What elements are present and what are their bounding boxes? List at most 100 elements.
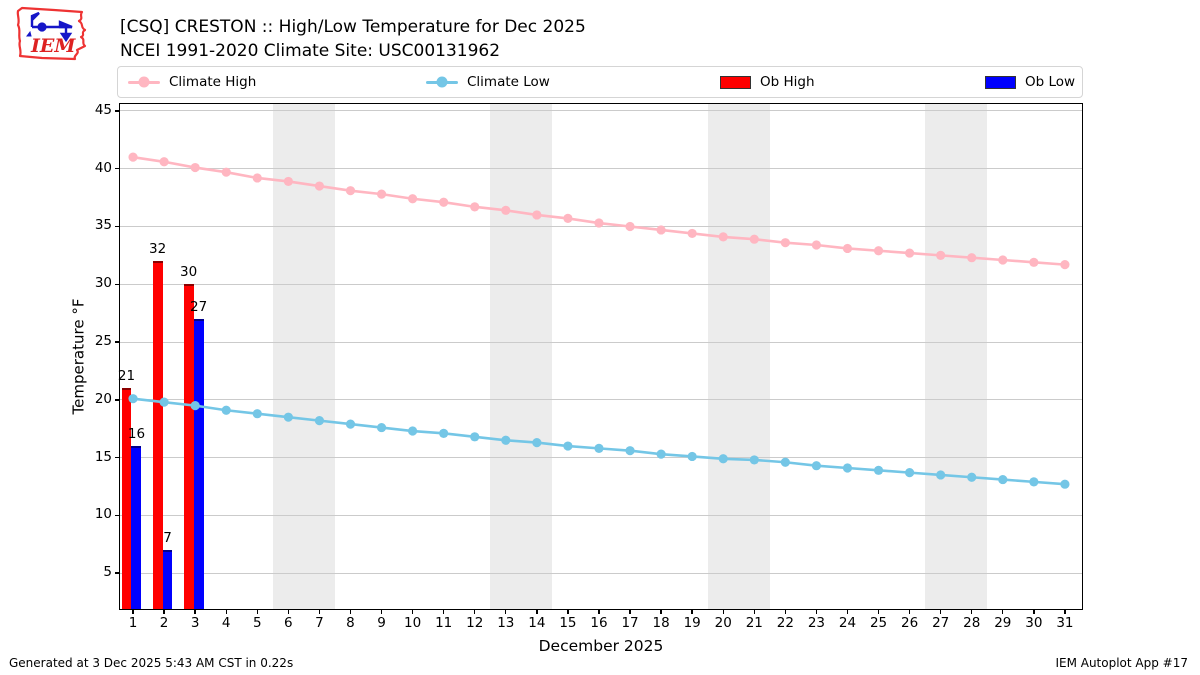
climate-low-point	[687, 451, 697, 462]
title-line-2: NCEI 1991-2020 Climate Site: USC00131962	[120, 41, 501, 61]
bar-value-label: 7	[163, 530, 172, 547]
x-axis-tick	[318, 609, 321, 614]
legend-label: Climate Low	[467, 74, 550, 90]
x-tick-label: 22	[776, 615, 794, 631]
bar-value-label: 32	[148, 241, 167, 258]
x-tick-label: 7	[315, 615, 324, 631]
y-tick-label: 40	[94, 159, 112, 176]
x-tick-label: 1	[128, 615, 138, 631]
x-tick-label: 24	[838, 615, 857, 631]
x-tick-label: 18	[652, 615, 670, 631]
weekend-band	[707, 104, 770, 609]
climate-high-point	[563, 213, 573, 224]
y-tick-label: 45	[94, 101, 112, 118]
x-axis-tick	[380, 609, 383, 614]
x-axis-tick	[1064, 609, 1066, 614]
x-tick-label: 21	[745, 615, 763, 631]
x-axis-tick	[908, 609, 911, 614]
climate-low-point	[842, 463, 853, 473]
x-tick-label: 23	[807, 615, 825, 631]
x-tick-label: 15	[559, 615, 577, 631]
x-axis-title: December 2025	[538, 637, 664, 655]
climate-low-point	[998, 474, 1008, 485]
x-tick-label: 30	[1025, 615, 1043, 631]
x-axis-tick	[629, 609, 631, 614]
y-axis-tick	[115, 399, 120, 401]
x-axis-tick	[536, 609, 538, 614]
y-axis-tick	[115, 456, 120, 459]
legend-entry-climate-high: Climate High	[128, 67, 256, 97]
y-axis-tick	[115, 283, 120, 285]
x-tick-label: 20	[714, 615, 732, 631]
x-tick-label: 17	[621, 615, 639, 631]
climate-high-point	[718, 232, 728, 242]
gridline	[120, 399, 1082, 401]
weekend-band	[490, 104, 553, 609]
legend-label: Climate High	[169, 74, 257, 90]
climate-low-point	[408, 426, 418, 436]
climate-high-point	[314, 181, 325, 191]
ob-high-bar	[152, 261, 163, 609]
x-axis-tick	[784, 609, 787, 614]
y-axis-title: Temperature °F	[69, 298, 88, 415]
legend: Climate High Climate Low Ob High Ob Low	[117, 66, 1083, 98]
chart-title: [CSQ] CRESTON :: High/Low Temperature fo…	[120, 15, 586, 63]
x-axis-tick	[846, 609, 849, 614]
legend-label: Ob Low	[1025, 74, 1076, 90]
x-axis-tick	[691, 609, 693, 614]
climate-low-point	[749, 455, 759, 465]
climate-low-point	[936, 470, 946, 480]
title-line-1: [CSQ] CRESTON :: High/Low Temperature fo…	[120, 17, 586, 37]
ob-low-patch-swatch	[985, 75, 1016, 89]
iem-logo: IEM	[8, 4, 94, 64]
x-tick-label: 16	[590, 615, 608, 631]
climate-high-point	[842, 243, 853, 254]
iowa-outline-icon: IEM	[16, 6, 87, 61]
climate-low-point	[470, 432, 480, 442]
gridline	[120, 110, 1082, 112]
ob-high-bar	[183, 284, 194, 609]
x-tick-label: 6	[284, 615, 293, 631]
climate-low-point	[905, 468, 915, 478]
climate-low-point	[811, 461, 822, 471]
climate-high-point	[687, 228, 697, 239]
legend-entry-ob-high: Ob High	[720, 67, 815, 97]
y-axis-tick	[115, 110, 120, 112]
x-axis-tick	[877, 609, 880, 614]
x-axis-tick	[1033, 609, 1035, 614]
x-tick-label: 10	[404, 615, 422, 631]
climate-low-point	[439, 428, 449, 438]
gridline	[120, 341, 1082, 343]
climate-high-point	[1029, 257, 1039, 267]
climate-high-point	[128, 152, 138, 162]
climate-low-point	[283, 412, 293, 422]
climate-high-point	[905, 248, 915, 258]
y-axis-tick	[115, 225, 120, 228]
ob-high-patch-swatch	[720, 75, 751, 89]
climate-low-line	[132, 397, 1066, 486]
climate-high-point	[967, 253, 977, 263]
climate-low-point	[718, 454, 728, 464]
y-tick-label: 20	[94, 390, 112, 407]
climate-high-point	[594, 218, 604, 228]
x-tick-label: 3	[190, 615, 200, 631]
y-tick-label: 10	[94, 506, 112, 523]
climate-high-point	[625, 221, 635, 232]
x-axis-tick	[225, 609, 227, 614]
bar-value-label: 16	[127, 426, 146, 443]
climate-high-point	[998, 255, 1008, 265]
legend-entry-climate-low: Climate Low	[426, 67, 550, 97]
legend-entry-ob-low: Ob Low	[985, 67, 1075, 97]
climate-high-point	[408, 194, 418, 204]
x-axis-tick	[132, 609, 134, 614]
x-axis-tick	[722, 609, 724, 614]
x-axis-tick	[474, 609, 476, 614]
y-tick-label: 30	[94, 275, 112, 292]
climate-low-point	[159, 397, 169, 407]
climate-low-line-swatch	[426, 76, 458, 88]
weather-vane-icon	[26, 11, 73, 43]
climate-low-point	[594, 443, 604, 453]
x-tick-label: 25	[869, 615, 888, 631]
app-credit: IEM Autoplot App #17	[1055, 656, 1188, 670]
climate-low-point	[967, 472, 977, 482]
